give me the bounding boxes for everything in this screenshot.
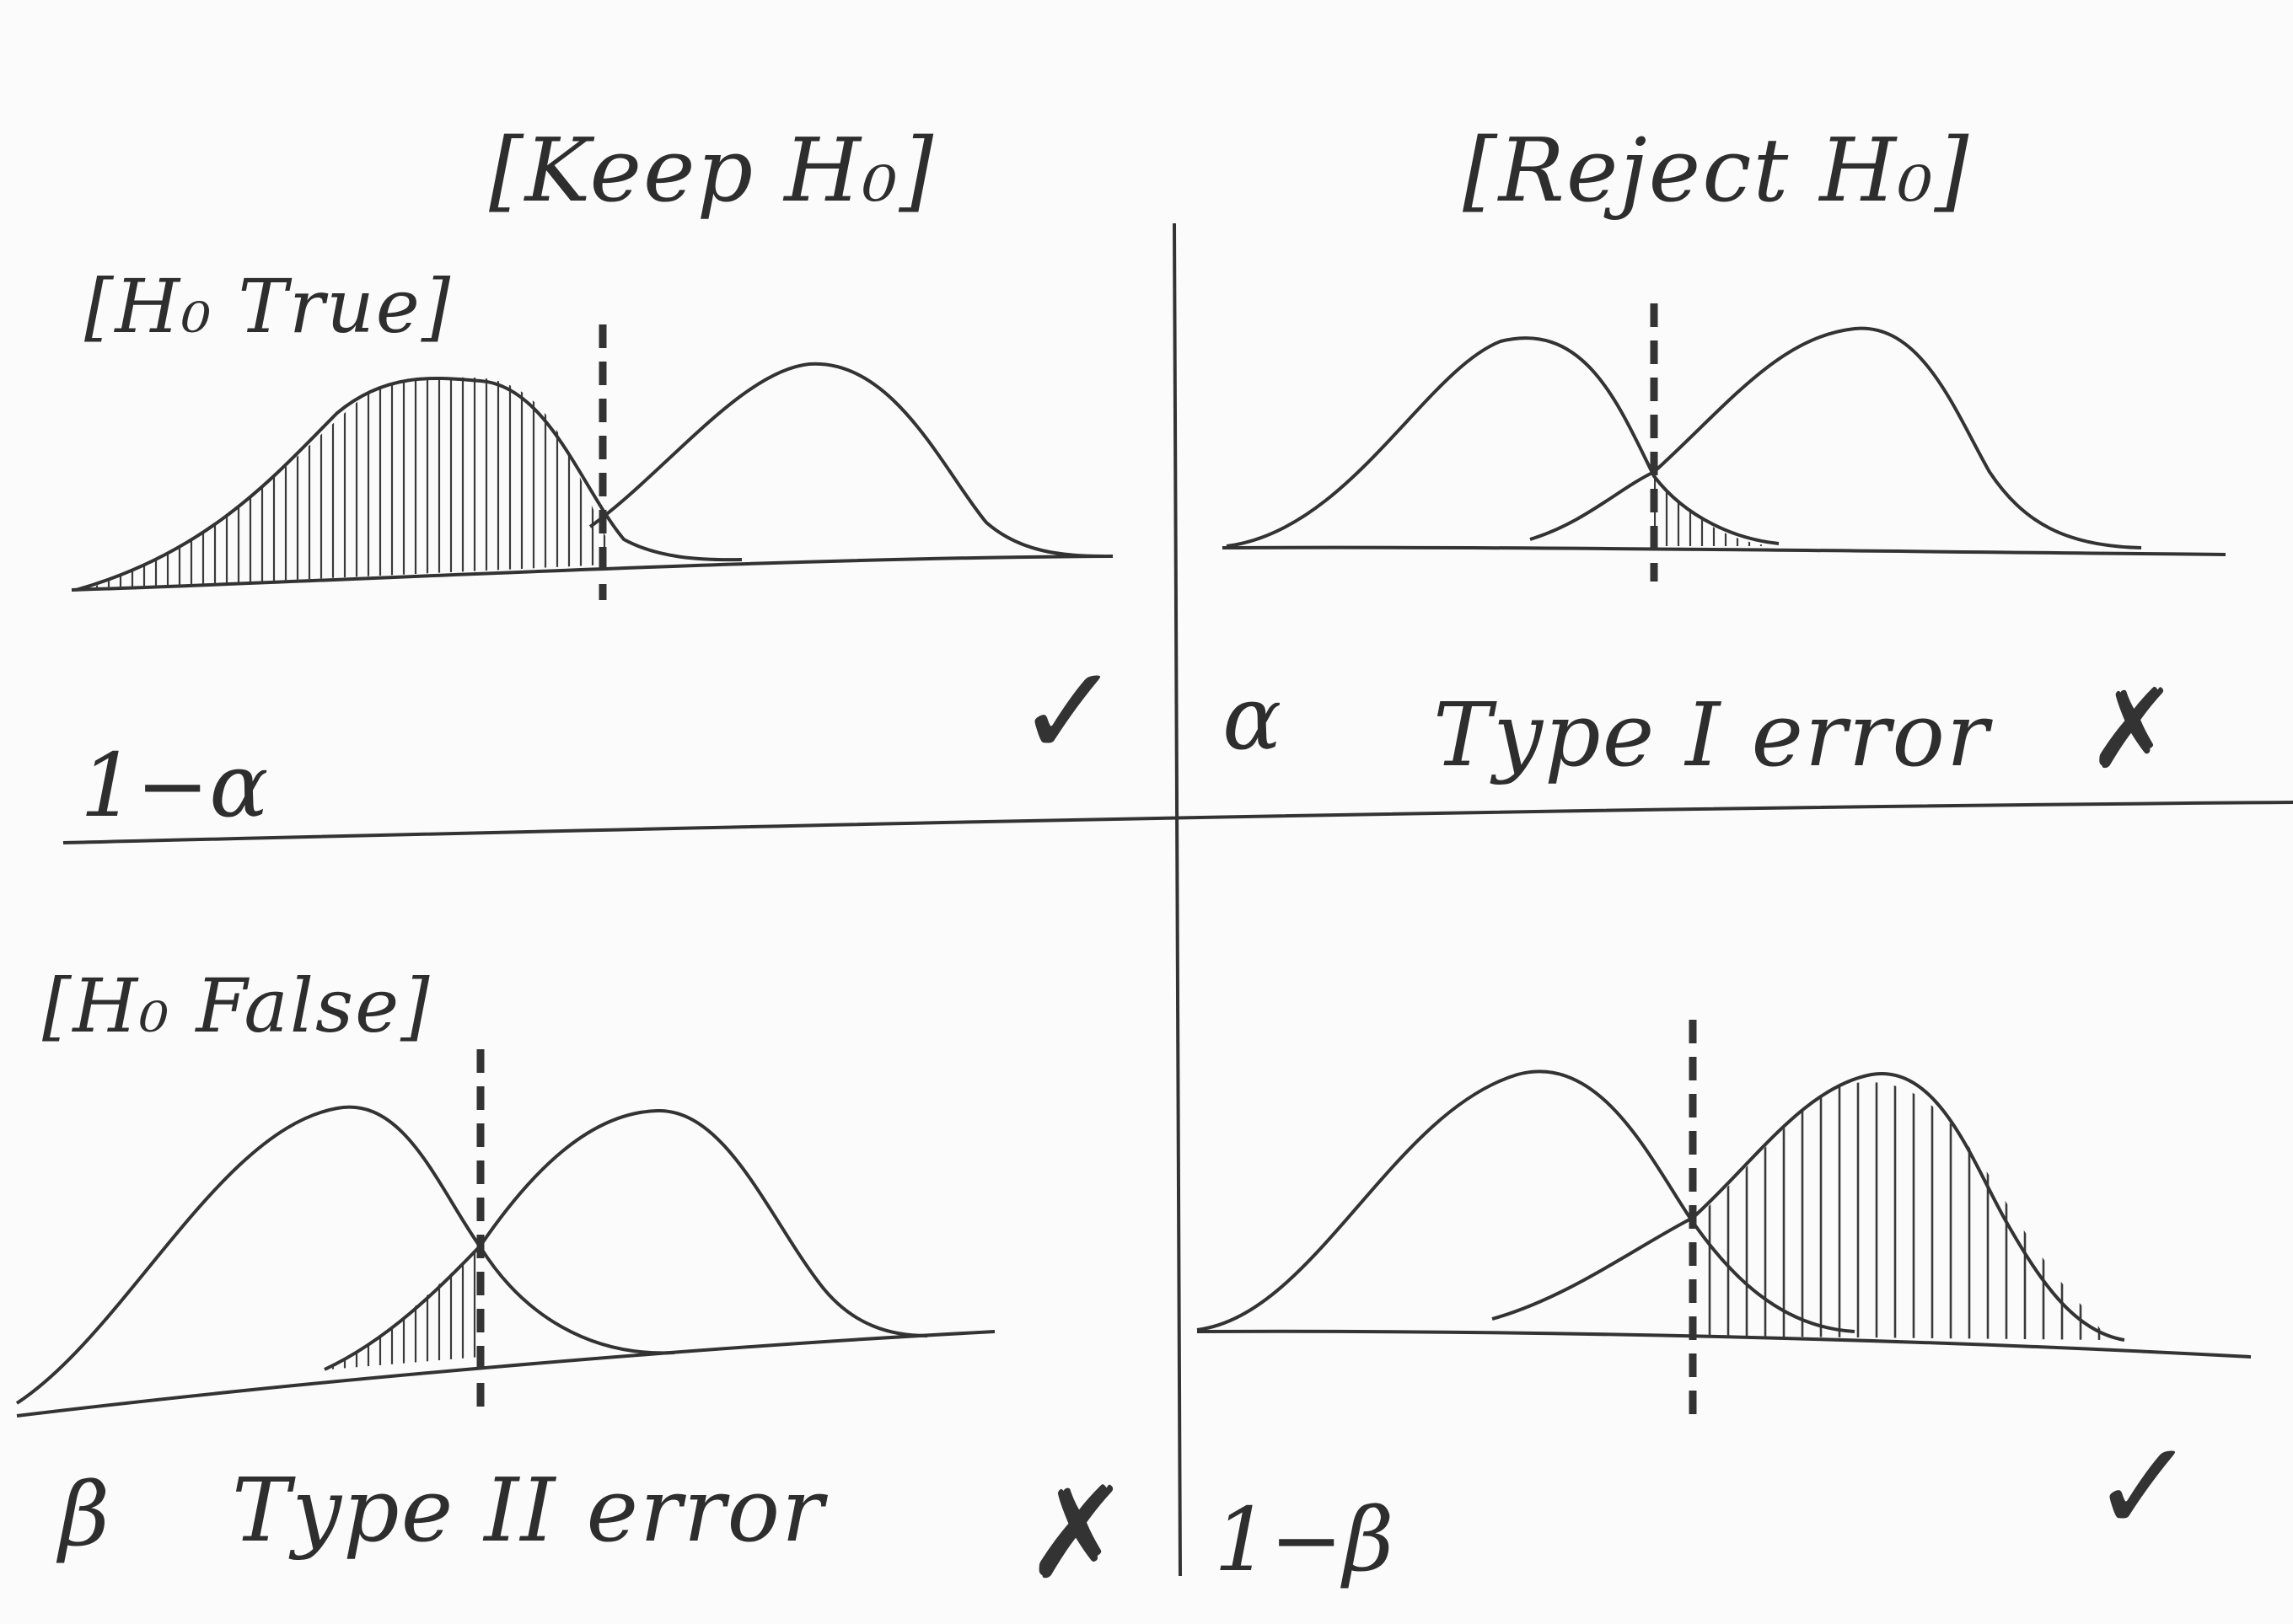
h0-curve <box>1196 1069 1855 1333</box>
h1-curve <box>588 362 1105 558</box>
h1-curve <box>324 1108 928 1371</box>
type-2-error-label: Type II error <box>232 1459 825 1562</box>
panel-top-right <box>1222 303 2226 582</box>
baseline <box>1196 1329 2252 1359</box>
value-label-1-minus-alpha: 1−α <box>80 734 269 837</box>
column-header-reject: [Reject H₀] <box>1463 119 1971 222</box>
row-header-false: [H₀ False] <box>42 962 432 1049</box>
column-header-keep: [Keep H₀] <box>489 119 936 222</box>
h1-curve <box>1491 1072 2125 1342</box>
shaded-region <box>1654 476 1770 546</box>
row-header-true: [H₀ True] <box>84 263 453 350</box>
panel-top-left <box>71 324 1114 600</box>
cross-mark: ✗ <box>1024 1461 1130 1607</box>
type-1-error-label: Type I error <box>1433 683 1990 786</box>
baseline <box>71 555 1114 592</box>
h0-curve <box>1226 336 1780 548</box>
check-mark: ✓ <box>2091 1414 2197 1561</box>
panel-bottom-right <box>1196 1020 2252 1416</box>
horizontal-divider <box>62 801 2293 844</box>
shaded-region <box>1693 1081 2108 1340</box>
cross-mark: ✗ <box>2086 665 2178 793</box>
h0-curve <box>75 377 743 592</box>
value-label-1-minus-beta: 1−β <box>1214 1488 1394 1591</box>
baseline <box>1222 545 2226 556</box>
panel-bottom-left <box>15 1049 996 1418</box>
h0-curve <box>15 1105 675 1405</box>
value-label-alpha: α <box>1222 667 1282 769</box>
shaded-region <box>329 1247 481 1369</box>
baseline <box>16 1330 996 1418</box>
vertical-divider <box>1173 222 1182 1577</box>
h1-curve <box>1529 326 2142 549</box>
value-label-beta: β <box>59 1463 110 1566</box>
check-mark: ✓ <box>1016 639 1122 785</box>
shaded-region <box>84 377 607 590</box>
